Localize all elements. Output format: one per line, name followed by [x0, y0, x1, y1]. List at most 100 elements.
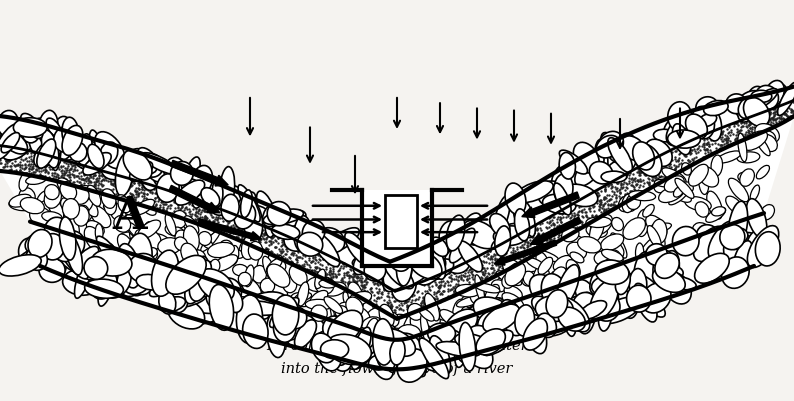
- Ellipse shape: [60, 182, 76, 200]
- Ellipse shape: [46, 118, 61, 137]
- Ellipse shape: [760, 134, 777, 152]
- Ellipse shape: [479, 302, 510, 342]
- Ellipse shape: [592, 292, 620, 321]
- Ellipse shape: [607, 133, 629, 162]
- Ellipse shape: [743, 97, 769, 126]
- Ellipse shape: [711, 207, 726, 216]
- Ellipse shape: [430, 336, 450, 375]
- Ellipse shape: [418, 257, 445, 285]
- Ellipse shape: [118, 232, 138, 245]
- Ellipse shape: [720, 225, 745, 250]
- Ellipse shape: [317, 306, 334, 322]
- Ellipse shape: [190, 272, 212, 297]
- Ellipse shape: [642, 205, 654, 217]
- Ellipse shape: [650, 224, 665, 251]
- Ellipse shape: [322, 316, 345, 340]
- Ellipse shape: [737, 152, 760, 163]
- Ellipse shape: [260, 278, 275, 293]
- Ellipse shape: [294, 216, 311, 251]
- Ellipse shape: [160, 297, 186, 312]
- Ellipse shape: [470, 287, 484, 304]
- Ellipse shape: [1, 128, 36, 160]
- Ellipse shape: [356, 318, 372, 342]
- Ellipse shape: [633, 142, 654, 170]
- Ellipse shape: [461, 335, 483, 354]
- Ellipse shape: [166, 257, 181, 269]
- Ellipse shape: [243, 292, 287, 317]
- Ellipse shape: [664, 110, 701, 141]
- Ellipse shape: [289, 265, 307, 286]
- Ellipse shape: [29, 207, 51, 225]
- Ellipse shape: [337, 302, 352, 320]
- Ellipse shape: [268, 264, 281, 279]
- Ellipse shape: [68, 195, 83, 212]
- Ellipse shape: [751, 90, 772, 103]
- Ellipse shape: [353, 245, 376, 275]
- Ellipse shape: [0, 255, 41, 276]
- Ellipse shape: [21, 197, 44, 214]
- Ellipse shape: [394, 333, 421, 357]
- Ellipse shape: [52, 231, 85, 261]
- Ellipse shape: [622, 272, 644, 298]
- Ellipse shape: [10, 194, 32, 207]
- Ellipse shape: [465, 326, 491, 353]
- Ellipse shape: [453, 299, 467, 324]
- Ellipse shape: [214, 278, 241, 306]
- Ellipse shape: [78, 134, 92, 166]
- Ellipse shape: [698, 119, 717, 137]
- Ellipse shape: [428, 323, 456, 344]
- Ellipse shape: [137, 148, 164, 182]
- Bar: [385, 195, 417, 248]
- Ellipse shape: [403, 314, 415, 342]
- Ellipse shape: [551, 271, 565, 292]
- Ellipse shape: [159, 290, 175, 314]
- Ellipse shape: [708, 221, 738, 259]
- Ellipse shape: [601, 135, 615, 152]
- Ellipse shape: [202, 230, 215, 246]
- Ellipse shape: [502, 293, 524, 310]
- Ellipse shape: [227, 300, 268, 319]
- Ellipse shape: [125, 233, 152, 281]
- Ellipse shape: [71, 185, 93, 201]
- Ellipse shape: [25, 234, 44, 253]
- Ellipse shape: [165, 214, 176, 236]
- Ellipse shape: [295, 293, 311, 301]
- Ellipse shape: [388, 248, 410, 271]
- Ellipse shape: [662, 168, 686, 184]
- Ellipse shape: [743, 92, 773, 110]
- Ellipse shape: [78, 209, 91, 221]
- Ellipse shape: [91, 206, 111, 228]
- Ellipse shape: [681, 182, 693, 193]
- Ellipse shape: [25, 247, 48, 270]
- Ellipse shape: [542, 194, 576, 214]
- Ellipse shape: [91, 271, 117, 299]
- Ellipse shape: [122, 198, 133, 215]
- Ellipse shape: [470, 286, 490, 299]
- Ellipse shape: [25, 175, 46, 184]
- Ellipse shape: [317, 335, 341, 371]
- Ellipse shape: [634, 144, 661, 176]
- Ellipse shape: [755, 124, 780, 143]
- Ellipse shape: [537, 313, 557, 337]
- Ellipse shape: [236, 280, 252, 297]
- Ellipse shape: [457, 296, 483, 307]
- Ellipse shape: [321, 313, 335, 326]
- Ellipse shape: [695, 253, 729, 283]
- Ellipse shape: [699, 170, 709, 194]
- Ellipse shape: [51, 127, 61, 170]
- Ellipse shape: [44, 188, 61, 208]
- Ellipse shape: [222, 287, 243, 312]
- Ellipse shape: [540, 318, 572, 336]
- Ellipse shape: [600, 234, 624, 251]
- Ellipse shape: [607, 277, 634, 298]
- Ellipse shape: [0, 110, 18, 136]
- Ellipse shape: [270, 298, 299, 328]
- Ellipse shape: [365, 308, 383, 326]
- Ellipse shape: [166, 255, 206, 294]
- Ellipse shape: [291, 267, 314, 282]
- Ellipse shape: [1, 130, 28, 154]
- Ellipse shape: [328, 310, 363, 345]
- Ellipse shape: [598, 132, 623, 157]
- Ellipse shape: [311, 305, 327, 321]
- Ellipse shape: [738, 133, 747, 162]
